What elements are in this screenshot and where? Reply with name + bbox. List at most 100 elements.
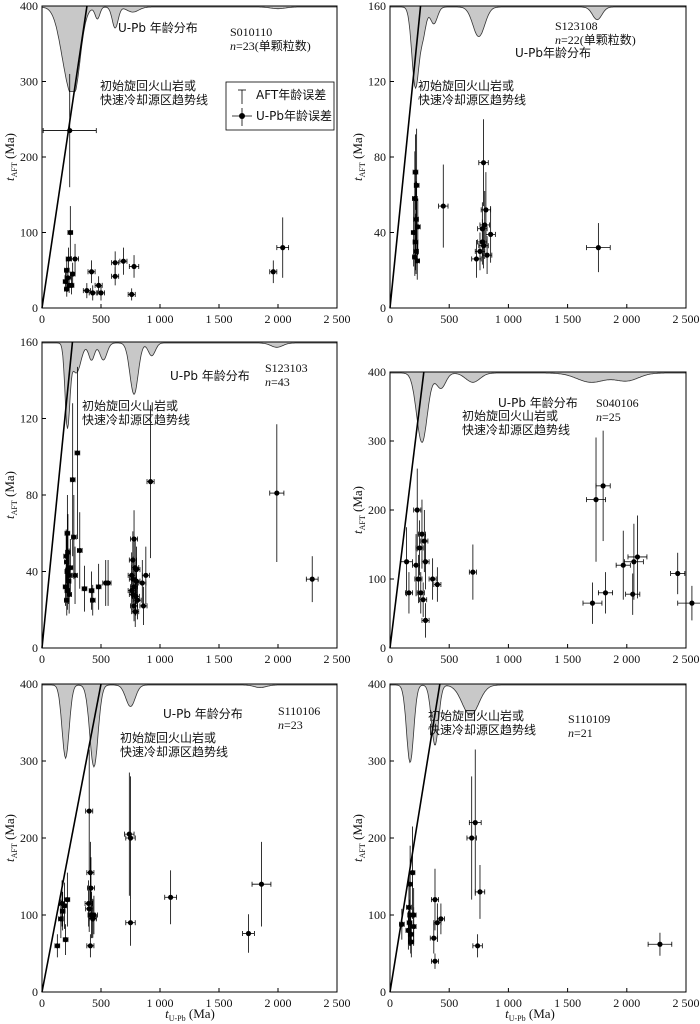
data-point (146, 405, 155, 559)
data-point (251, 841, 272, 927)
point-marker (470, 569, 476, 575)
point-marker (133, 566, 139, 573)
x-tick-label: 1 000 (495, 652, 522, 666)
y-tick-label: 100 (20, 908, 38, 922)
x-tick-label: 500 (440, 652, 458, 666)
y-tick-label: 300 (20, 754, 38, 768)
data-point (474, 864, 486, 919)
point-marker (64, 559, 70, 565)
x-axis-label: tU-Pb (Ma) (505, 1006, 555, 1023)
point-marker (168, 894, 174, 900)
y-tick-label: 400 (368, 677, 386, 691)
y-tick-label: 100 (20, 226, 38, 240)
data-point (54, 934, 61, 958)
data-point (141, 546, 150, 605)
data-point (42, 73, 97, 188)
x-tick-label: 1 000 (147, 996, 174, 1010)
trend-line (41, 5, 88, 309)
point-marker (132, 609, 138, 615)
x-tick-label: 1 500 (206, 652, 233, 666)
x-tick-label: 1 000 (147, 652, 174, 666)
point-marker (657, 941, 663, 947)
point-marker (129, 588, 135, 594)
point-marker (409, 870, 416, 876)
point-marker (431, 935, 437, 941)
x-tick-label: 500 (92, 996, 110, 1010)
x-tick-label: 1 000 (147, 312, 174, 326)
y-tick-label: 400 (20, 0, 38, 13)
y-tick-label: 120 (20, 412, 38, 426)
data-point (413, 128, 420, 242)
data-point (433, 567, 442, 602)
point-marker (133, 593, 139, 599)
data-point (586, 437, 606, 562)
point-marker (408, 939, 414, 945)
trend-label-line2: 快速冷却源区趋势线 (418, 93, 526, 107)
data-point (95, 563, 102, 610)
trend-line (389, 683, 441, 993)
trend-line (389, 5, 422, 309)
data-point (474, 232, 486, 271)
x-tick-label: 1 500 (206, 312, 233, 326)
point-marker (602, 590, 609, 596)
point-marker (430, 576, 436, 582)
kde-label: U-Pb 年龄分布 (163, 707, 243, 721)
x-tick-label: 2 500 (673, 652, 700, 666)
x-tick-label: 2 000 (265, 652, 292, 666)
y-tick-label: 400 (368, 365, 386, 379)
kde-label: U-Pb 年龄分布 (498, 396, 578, 410)
y-tick-label: 100 (368, 572, 386, 586)
data-point (61, 882, 68, 929)
point-marker (64, 267, 70, 273)
data-point (429, 922, 438, 954)
point-marker (477, 889, 483, 895)
data-point (405, 911, 412, 950)
data-point (438, 164, 449, 248)
point-marker (63, 553, 69, 559)
point-marker (77, 547, 83, 554)
data-point (431, 868, 439, 931)
data-point (63, 529, 69, 583)
x-tick-label: 1 500 (206, 996, 233, 1010)
data-point (87, 260, 96, 284)
sample-id: S123108 (555, 19, 598, 33)
point-marker (593, 497, 599, 503)
point-marker (399, 921, 405, 927)
point-marker (417, 545, 423, 551)
point-marker (131, 263, 137, 270)
point-marker (86, 808, 92, 814)
data-point (269, 424, 285, 562)
data-point (478, 119, 489, 207)
point-marker (67, 565, 73, 571)
x-tick-label: 2 000 (265, 312, 292, 326)
y-tick-label: 160 (20, 335, 38, 349)
x-tick-label: 1 500 (554, 652, 581, 666)
data-point (269, 260, 278, 284)
data-point (131, 596, 140, 627)
x-tick-label: 500 (92, 652, 110, 666)
data-point (468, 749, 482, 896)
data-point (305, 556, 319, 603)
point-marker (86, 900, 92, 907)
point-marker (309, 576, 315, 582)
data-point (436, 903, 445, 935)
y-axis-label: tAFT (Ma) (2, 471, 19, 519)
x-tick-label: 0 (39, 996, 45, 1010)
point-marker (70, 271, 76, 277)
data-point (404, 572, 413, 614)
y-tick-label: 40 (374, 226, 386, 240)
point-marker (67, 127, 73, 134)
trend-label-line1: 初始旋回火山岩或 (428, 708, 524, 723)
kde-curve (389, 683, 687, 764)
y-axis-label: tAFT (Ma) (350, 486, 367, 534)
x-tick-label: 1 500 (554, 312, 581, 326)
data-point (477, 202, 488, 256)
point-marker (68, 282, 75, 288)
legend-point (239, 113, 245, 119)
x-tick-label: 500 (92, 312, 110, 326)
point-marker (412, 239, 419, 245)
data-point (414, 554, 423, 604)
kde-curve (389, 371, 687, 444)
point-marker (143, 572, 149, 578)
point-marker (74, 450, 80, 456)
